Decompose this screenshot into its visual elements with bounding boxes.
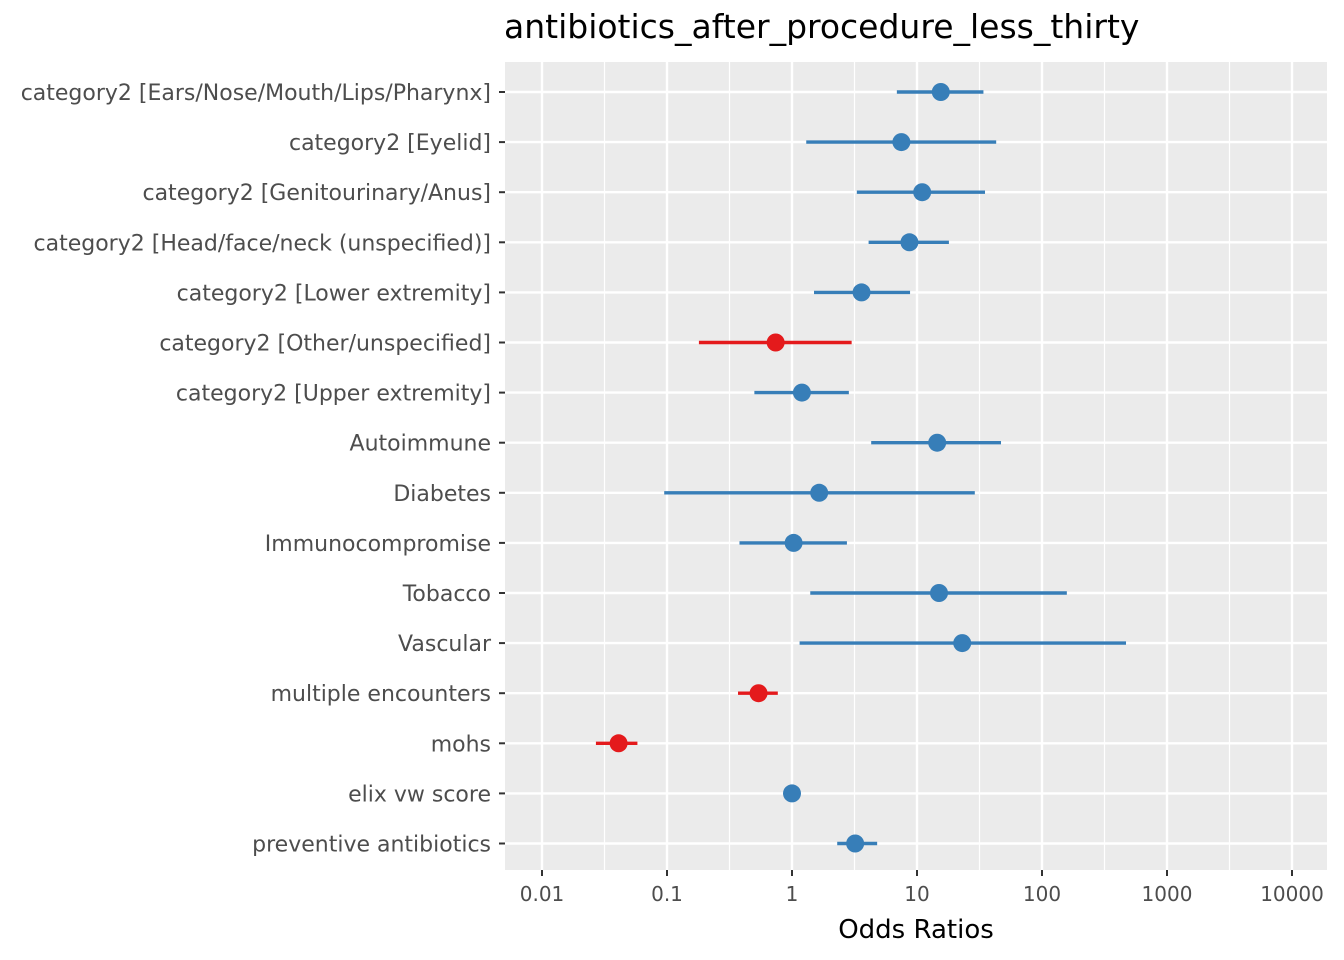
chart-title: antibiotics_after_procedure_less_thirty	[504, 7, 1139, 46]
estimates	[595, 83, 1127, 853]
estimate-point	[792, 383, 811, 402]
estimate-point	[900, 233, 919, 252]
x-tick-label: 10000	[1260, 882, 1324, 906]
y-tick-label: preventive antibiotics	[252, 833, 491, 858]
y-tick-label: Vascular	[398, 632, 492, 657]
minor-gridlines	[603, 62, 1231, 870]
y-tick-label: category2 [Head/face/neck (unspecified)]	[34, 231, 491, 256]
x-tick-label: 1	[786, 882, 799, 906]
estimate-point	[852, 283, 871, 302]
estimate-point	[928, 433, 947, 452]
x-axis: 0.01 0.1 1 10 100 1000 10000	[520, 870, 1324, 906]
y-tick-label: category2 [Eyelid]	[289, 131, 491, 156]
estimate-point	[749, 684, 768, 703]
y-tick-label: multiple encounters	[271, 682, 491, 707]
estimate-point	[783, 784, 801, 803]
estimate-point	[766, 333, 785, 352]
y-tick-label: mohs	[431, 732, 491, 757]
x-tick-label: 100	[1023, 882, 1061, 906]
y-tick-label: Immunocompromise	[265, 532, 491, 557]
y-tick-label: category2 [Other/unspecified]	[159, 332, 491, 357]
y-tick-label: Diabetes	[393, 482, 491, 507]
y-tick-label: Autoimmune	[350, 432, 491, 457]
x-tick-label: 0.1	[651, 882, 683, 906]
estimate-point	[846, 834, 865, 853]
estimate-point	[892, 133, 911, 152]
estimate-point	[609, 734, 628, 753]
y-tick-label: category2 [Lower extremity]	[177, 281, 491, 306]
y-tick-label: category2 [Genitourinary/Anus]	[142, 181, 491, 206]
x-axis-label: Odds Ratios	[838, 915, 994, 945]
y-tick-label: category2 [Upper extremity]	[176, 382, 491, 407]
estimate-point	[784, 533, 803, 552]
estimate-point	[953, 634, 972, 653]
x-tick-label: 10	[904, 882, 929, 906]
estimate-point	[810, 483, 829, 502]
estimate-point	[930, 584, 949, 602]
y-tick-label: Tobacco	[402, 582, 491, 607]
y-tick-label: category2 [Ears/Nose/Mouth/Lips/Pharynx]	[21, 81, 491, 106]
y-axis: category2 [Ears/Nose/Mouth/Lips/Pharynx]…	[21, 81, 505, 858]
x-tick-label: 0.01	[520, 882, 565, 906]
y-tick-label: elix vw score	[348, 782, 491, 807]
x-tick-label: 1000	[1142, 882, 1193, 906]
estimate-point	[913, 183, 932, 202]
estimate-point	[931, 83, 950, 101]
